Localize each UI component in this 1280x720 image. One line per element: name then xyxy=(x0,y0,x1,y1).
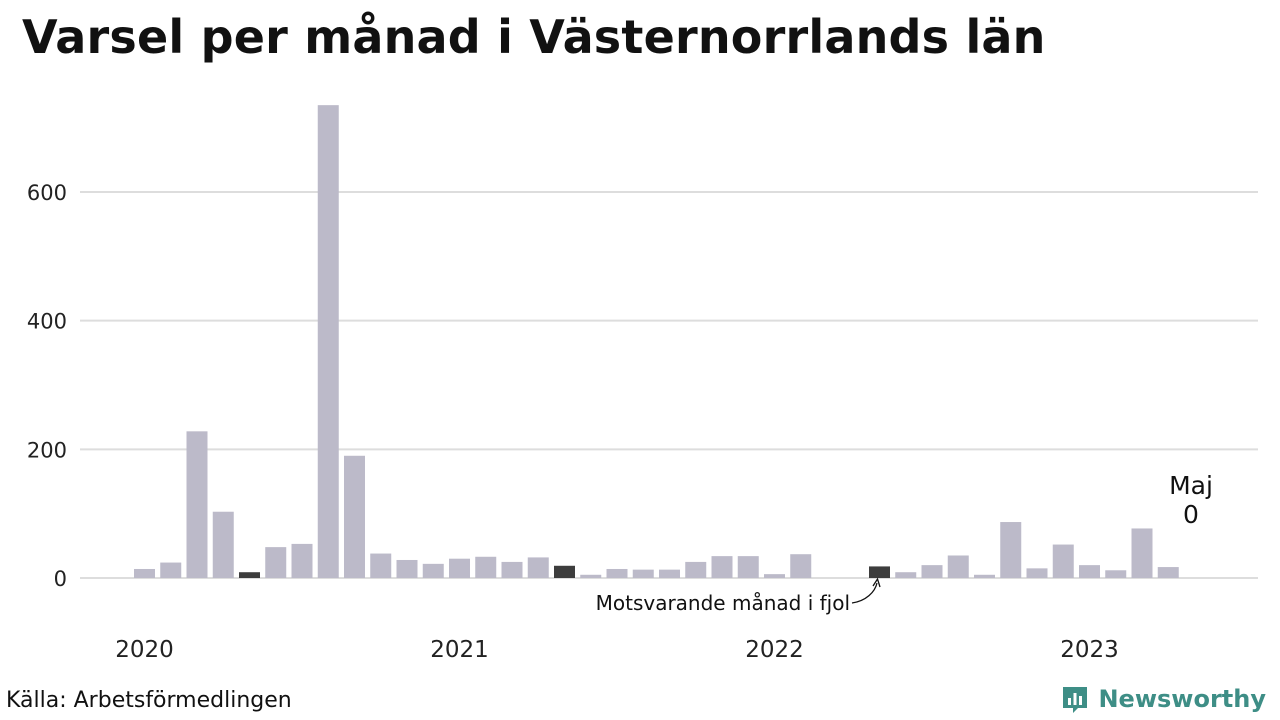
bar-2022-06 xyxy=(895,572,917,578)
bar-2022-12 xyxy=(1052,544,1074,578)
bar-2021-05 xyxy=(554,565,575,578)
bar-2022-05 xyxy=(869,566,890,578)
x-tick-label: 2022 xyxy=(745,637,804,663)
bar-2020-05 xyxy=(239,572,260,578)
bar-2022-10 xyxy=(1000,522,1022,578)
bar-2021-08 xyxy=(632,569,654,578)
x-tick-label: 2021 xyxy=(430,637,489,663)
bar-2023-04 xyxy=(1157,567,1179,578)
annotation-arrowhead xyxy=(872,577,881,588)
source-credit: Källa: Arbetsförmedlingen xyxy=(6,688,292,713)
bar-2020-12 xyxy=(422,563,444,578)
last-label-value: 0 xyxy=(1183,500,1199,529)
bar-2020-06 xyxy=(265,547,287,578)
bar-2022-01 xyxy=(764,574,785,578)
bar-2023-03 xyxy=(1131,528,1153,578)
bar-2020-07 xyxy=(291,543,313,578)
annotation-group: Motsvarande månad i fjol xyxy=(596,577,881,615)
chart-title: Varsel per månad i Västernorrlands län xyxy=(22,10,1046,64)
bar-2021-06 xyxy=(580,574,602,578)
bar-2020-01 xyxy=(134,568,155,578)
y-axis-tick-labels: 0 200 400 600 xyxy=(27,181,67,591)
bar-2021-02 xyxy=(475,556,497,578)
annotation-text: Motsvarande månad i fjol xyxy=(596,591,850,615)
bars xyxy=(134,105,1179,579)
gridlines xyxy=(80,191,1258,579)
last-value-label: Maj 0 xyxy=(1169,471,1213,529)
bar-2021-03 xyxy=(501,561,523,578)
bar-2021-09 xyxy=(659,569,680,578)
brand-name: Newsworthy xyxy=(1098,685,1266,713)
y-tick-label: 400 xyxy=(27,310,67,334)
bar-2022-11 xyxy=(1026,568,1048,578)
bar-2022-09 xyxy=(974,574,995,578)
bar-2021-07 xyxy=(606,568,628,578)
bar-2021-12 xyxy=(737,556,759,578)
bar-2021-01 xyxy=(449,558,470,578)
bar-2020-03 xyxy=(186,431,208,578)
bar-2022-02 xyxy=(790,554,812,578)
last-label-month: Maj xyxy=(1169,471,1213,500)
bar-2020-04 xyxy=(212,511,234,578)
y-tick-label: 200 xyxy=(27,438,67,462)
bar-2021-04 xyxy=(527,557,549,578)
bar-2020-10 xyxy=(370,553,392,578)
bar-2020-09 xyxy=(344,455,365,578)
bar-2023-02 xyxy=(1105,570,1127,578)
bar-2020-08 xyxy=(317,105,339,579)
bar-chart: 0 200 400 600 2020 2021 2022 2023 Motsvarande … xyxy=(27,105,1258,663)
x-tick-label: 2023 xyxy=(1060,637,1119,663)
y-tick-label: 0 xyxy=(54,567,67,591)
bar-2021-11 xyxy=(711,556,733,578)
annotation-arrow xyxy=(851,582,878,604)
brand-logo: Newsworthy xyxy=(1060,684,1266,714)
bar-2020-02 xyxy=(160,562,182,578)
y-tick-label: 600 xyxy=(27,181,67,205)
bar-2021-10 xyxy=(685,561,707,578)
x-tick-label: 2020 xyxy=(115,637,174,663)
bar-2020-11 xyxy=(396,559,418,578)
bar-2022-07 xyxy=(921,565,943,578)
x-axis-tick-labels: 2020 2021 2022 2023 xyxy=(115,637,1119,663)
bar-2022-08 xyxy=(947,555,969,578)
newsworthy-logo-icon xyxy=(1063,687,1088,713)
bar-2023-01 xyxy=(1079,565,1100,578)
